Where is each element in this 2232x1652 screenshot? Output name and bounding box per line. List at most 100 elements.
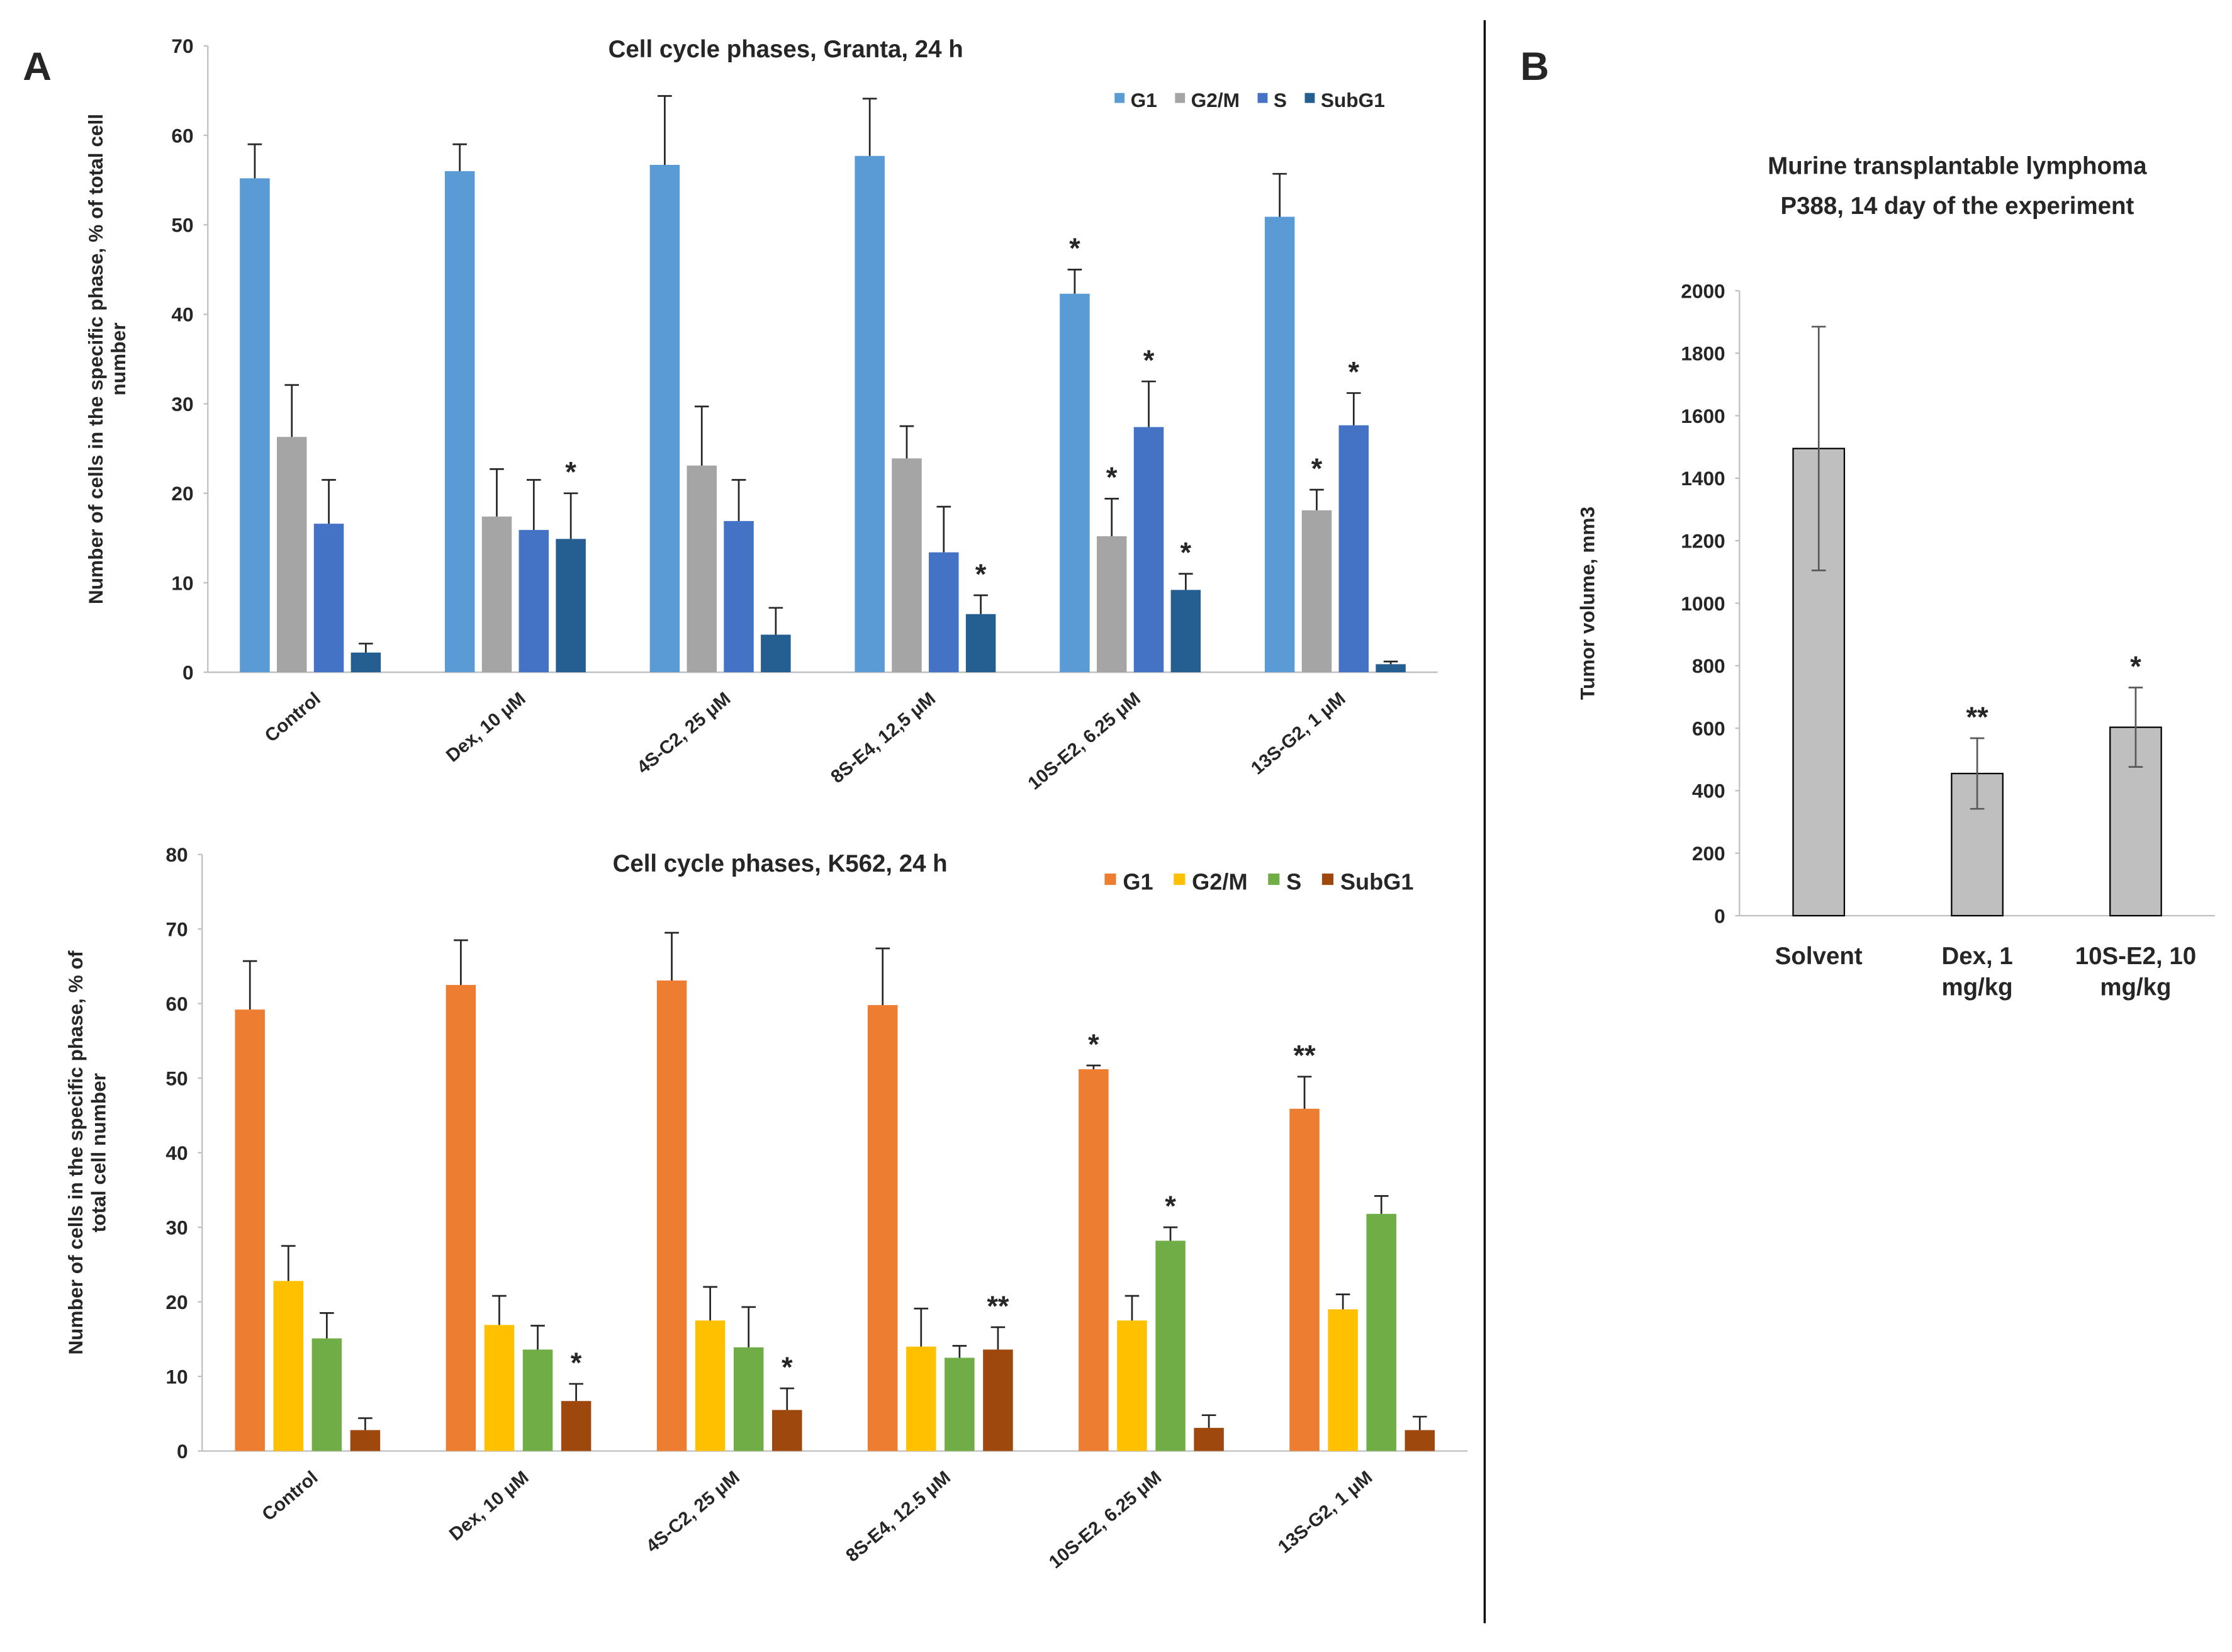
bar <box>1117 1320 1147 1451</box>
bar <box>656 980 687 1451</box>
bar <box>733 1347 764 1451</box>
x-tick-label: 10S-E2, 10 mg/kg <box>2075 943 2196 1001</box>
bar <box>481 516 512 673</box>
y-tick-label: 1600 <box>1681 405 1725 427</box>
significance-mark: * <box>571 1347 582 1379</box>
y-axis-title: Number of cells in the specific phase, %… <box>84 114 130 604</box>
bar <box>1079 1069 1109 1451</box>
y-tick-label: 600 <box>1692 717 1725 739</box>
bar <box>273 1281 304 1451</box>
y-tick-label: 40 <box>165 1142 188 1164</box>
legend-label: G2/M <box>1191 89 1240 111</box>
bar <box>1155 1240 1186 1451</box>
y-tick-label: 40 <box>171 303 193 326</box>
bar <box>695 1320 726 1451</box>
bar <box>906 1346 936 1451</box>
bar <box>983 1349 1013 1451</box>
bar <box>772 1410 802 1451</box>
y-tick-label: 20 <box>165 1291 188 1313</box>
legend-label: G1 <box>1131 89 1157 111</box>
y-tick-label: 60 <box>171 124 193 147</box>
y-tick-label: 80 <box>165 843 188 866</box>
bar <box>444 171 475 673</box>
bar <box>1133 427 1164 673</box>
bar <box>1096 536 1127 673</box>
bar <box>235 1009 265 1451</box>
y-tick-label: 2000 <box>1681 279 1725 302</box>
bar <box>1366 1213 1396 1451</box>
bar <box>556 539 586 673</box>
significance-mark: * <box>1143 344 1155 376</box>
legend-label: G2/M <box>1192 868 1247 894</box>
bar <box>761 634 791 673</box>
significance-mark: * <box>975 558 987 590</box>
significance-mark: * <box>1311 452 1323 485</box>
bar <box>1301 510 1332 673</box>
significance-mark: * <box>1165 1190 1176 1222</box>
bar <box>1338 425 1369 673</box>
bar <box>724 520 754 673</box>
legend-label: G1 <box>1123 868 1153 894</box>
significance-mark: * <box>565 456 576 488</box>
y-tick-label: 30 <box>171 393 193 415</box>
bar <box>892 458 922 673</box>
y-tick-label: 1200 <box>1681 529 1725 552</box>
bar <box>446 985 476 1451</box>
bar <box>351 652 381 673</box>
y-tick-label: 50 <box>165 1067 188 1089</box>
bar <box>945 1357 975 1451</box>
legend-swatch <box>1104 874 1116 885</box>
bar <box>561 1401 592 1451</box>
y-tick-label: 50 <box>171 214 193 237</box>
bar <box>484 1325 515 1451</box>
bar <box>1194 1427 1224 1451</box>
legend-swatch <box>1268 874 1280 885</box>
legend-label: SubG1 <box>1340 868 1414 894</box>
legend-swatch <box>1114 93 1125 103</box>
bar <box>313 524 344 673</box>
bar <box>1289 1108 1320 1451</box>
chart-title: Cell cycle phases, K562, 24 h <box>613 850 948 877</box>
chart-title: Cell cycle phases, Granta, 24 h <box>608 36 963 63</box>
bar <box>867 1005 898 1451</box>
y-tick-label: 0 <box>182 661 194 684</box>
y-tick-label: 200 <box>1692 842 1725 865</box>
significance-mark: * <box>2130 650 2141 682</box>
bar <box>240 178 270 673</box>
y-tick-label: 70 <box>171 35 193 57</box>
bar <box>649 164 680 673</box>
significance-mark: * <box>1088 1028 1099 1060</box>
y-axis-title: Tumor volume, mm3 <box>1576 507 1599 700</box>
significance-mark: ** <box>987 1290 1009 1322</box>
legend-swatch <box>1175 93 1186 103</box>
chart-title: Murine transplantable lymphoma P388, 14 d… <box>1768 152 2147 219</box>
significance-mark: * <box>782 1351 793 1383</box>
bar <box>522 1349 553 1451</box>
significance-mark: ** <box>1293 1040 1316 1072</box>
y-tick-label: 60 <box>165 992 188 1015</box>
x-tick-label: Dex, 1 mg/kg <box>1941 943 2012 1001</box>
bar <box>1170 590 1201 673</box>
bar <box>965 614 996 673</box>
bar <box>1376 664 1406 673</box>
y-tick-label: 1400 <box>1681 467 1725 490</box>
bar <box>1264 216 1295 673</box>
y-axis-title: Number of cells in the specific phase, %… <box>64 950 109 1355</box>
bar <box>687 465 717 673</box>
y-tick-label: 30 <box>165 1216 188 1239</box>
significance-mark: * <box>1348 356 1359 388</box>
bar <box>855 155 885 673</box>
bar <box>350 1430 381 1451</box>
significance-mark: * <box>1106 461 1118 493</box>
significance-mark: ** <box>1966 701 1988 733</box>
legend-swatch <box>1321 874 1333 885</box>
y-tick-label: 10 <box>171 571 193 594</box>
legend-swatch <box>1174 874 1186 885</box>
y-tick-label: 20 <box>171 482 193 505</box>
significance-mark: * <box>1069 232 1080 264</box>
y-tick-label: 10 <box>165 1365 188 1388</box>
x-tick-label: Solvent <box>1775 943 1863 970</box>
